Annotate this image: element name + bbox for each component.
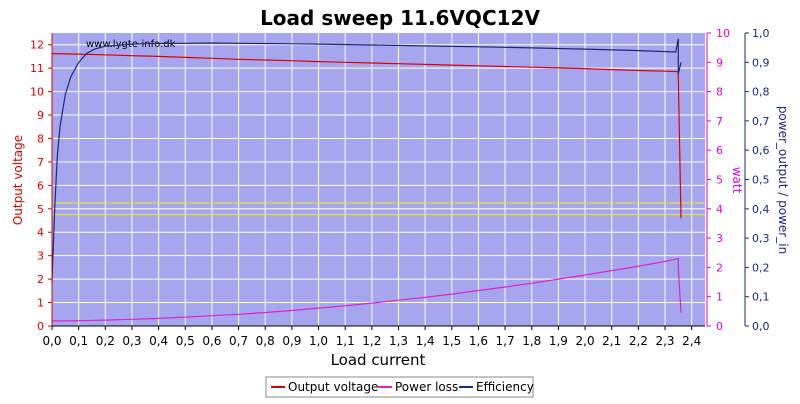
legend-label-efficiency: Efficiency [476,380,534,394]
x-tick-label: 1,4 [416,334,435,348]
x-tick-label: 0,1 [69,334,88,348]
legend-label-output-voltage: Output voltage [288,380,378,394]
y-far-right-tick-label: 0,7 [752,115,770,128]
series-line-power-loss [51,257,682,322]
y-left-tick-label: 8 [37,132,44,145]
x-tick-label: 1,8 [522,334,541,348]
x-tick-label: 2,1 [602,334,621,348]
chart-title: Load sweep 11.6VQC12V [260,6,540,30]
legend-box [265,376,534,398]
x-tick-label: 0,3 [122,334,141,348]
y-far-right-tick-label: 0,4 [752,203,770,216]
y-far-right-tick-label: 0,6 [752,144,770,157]
y-right-tick-label: 5 [716,174,723,187]
series-line-output-voltage [51,53,682,219]
x-tick-label: 2,4 [682,334,701,348]
x-tick-label: 0,0 [42,334,61,348]
axes [48,32,749,330]
series-layer [51,38,682,322]
y-far-right-tick-label: 0,2 [752,261,770,274]
x-tick-label: 0,8 [256,334,275,348]
y-right-tick-label: 3 [716,232,723,245]
x-tick-label: 1,9 [549,334,568,348]
y-axis-left-label: Output voltage [11,135,25,225]
y-right-tick-label: 4 [716,203,723,216]
x-tick-label: 2,2 [629,334,648,348]
x-tick-label: 0,4 [149,334,168,348]
x-tick-label: 1,2 [362,334,381,348]
y-left-tick-label: 5 [37,203,44,216]
y-far-right-tick-label: 0,0 [752,320,770,333]
y-right-tick-label: 2 [716,261,723,274]
x-tick-label: 2,3 [655,334,674,348]
y-left-tick-label: 0 [37,320,44,333]
legend: Output voltage Power loss Efficiency [265,376,534,398]
y-far-right-tick-label: 0,1 [752,291,770,304]
plot-area [52,33,705,326]
y-far-right-tick-label: 0,9 [752,56,770,69]
x-tick-label: 1,5 [442,334,461,348]
y-left-tick-label: 10 [30,86,44,99]
x-tick-label: 1,1 [336,334,355,348]
series-line-efficiency [51,38,682,283]
legend-label-power-loss: Power loss [395,380,458,394]
y-axis-right-label: watt [730,167,744,194]
grid-lines [51,33,705,327]
x-tick-label: 0,6 [202,334,221,348]
x-tick-label: 1,3 [389,334,408,348]
y-left-tick-label: 2 [37,273,44,286]
x-tick-label: 0,9 [282,334,301,348]
y-left-tick-label: 7 [37,156,44,169]
y-far-right-tick-label: 0,8 [752,86,770,99]
y-left-tick-label: 9 [37,109,44,122]
y-right-tick-label: 7 [716,115,723,128]
y-right-tick-label: 8 [716,86,723,99]
x-tick-label: 1,7 [496,334,515,348]
x-tick-label: 1,0 [309,334,328,348]
x-tick-label: 0,5 [176,334,195,348]
reference-lines [52,202,705,216]
x-axis-label: Load current [331,351,426,369]
x-tick-label: 2,0 [576,334,595,348]
y-right-tick-label: 0 [716,320,723,333]
y-left-tick-label: 1 [37,297,44,310]
y-far-right-tick-label: 1,0 [752,27,770,40]
y-left-tick-label: 4 [37,226,44,239]
y-far-right-tick-label: 0,3 [752,232,770,245]
y-right-tick-label: 1 [716,291,723,304]
y-right-tick-label: 10 [716,27,730,40]
y-left-tick-label: 12 [30,39,44,52]
y-far-right-tick-label: 0,5 [752,174,770,187]
x-tick-label: 0,2 [96,334,115,348]
y-axis-far-right-label: power_output / power_in [776,106,790,254]
x-tick-label: 0,7 [229,334,248,348]
tick-labels: 0,0 0,1 0,2 0,3 0,4 0,5 0,6 0,7 0,8 0,9 1,0 1,1 1,2 1… [30,27,770,348]
y-left-tick-label: 6 [37,179,44,192]
y-left-tick-label: 11 [30,62,44,75]
y-left-tick-label: 3 [37,250,44,263]
y-right-tick-label: 9 [716,56,723,69]
y-right-tick-label: 6 [716,144,723,157]
x-tick-label: 1,6 [469,334,488,348]
